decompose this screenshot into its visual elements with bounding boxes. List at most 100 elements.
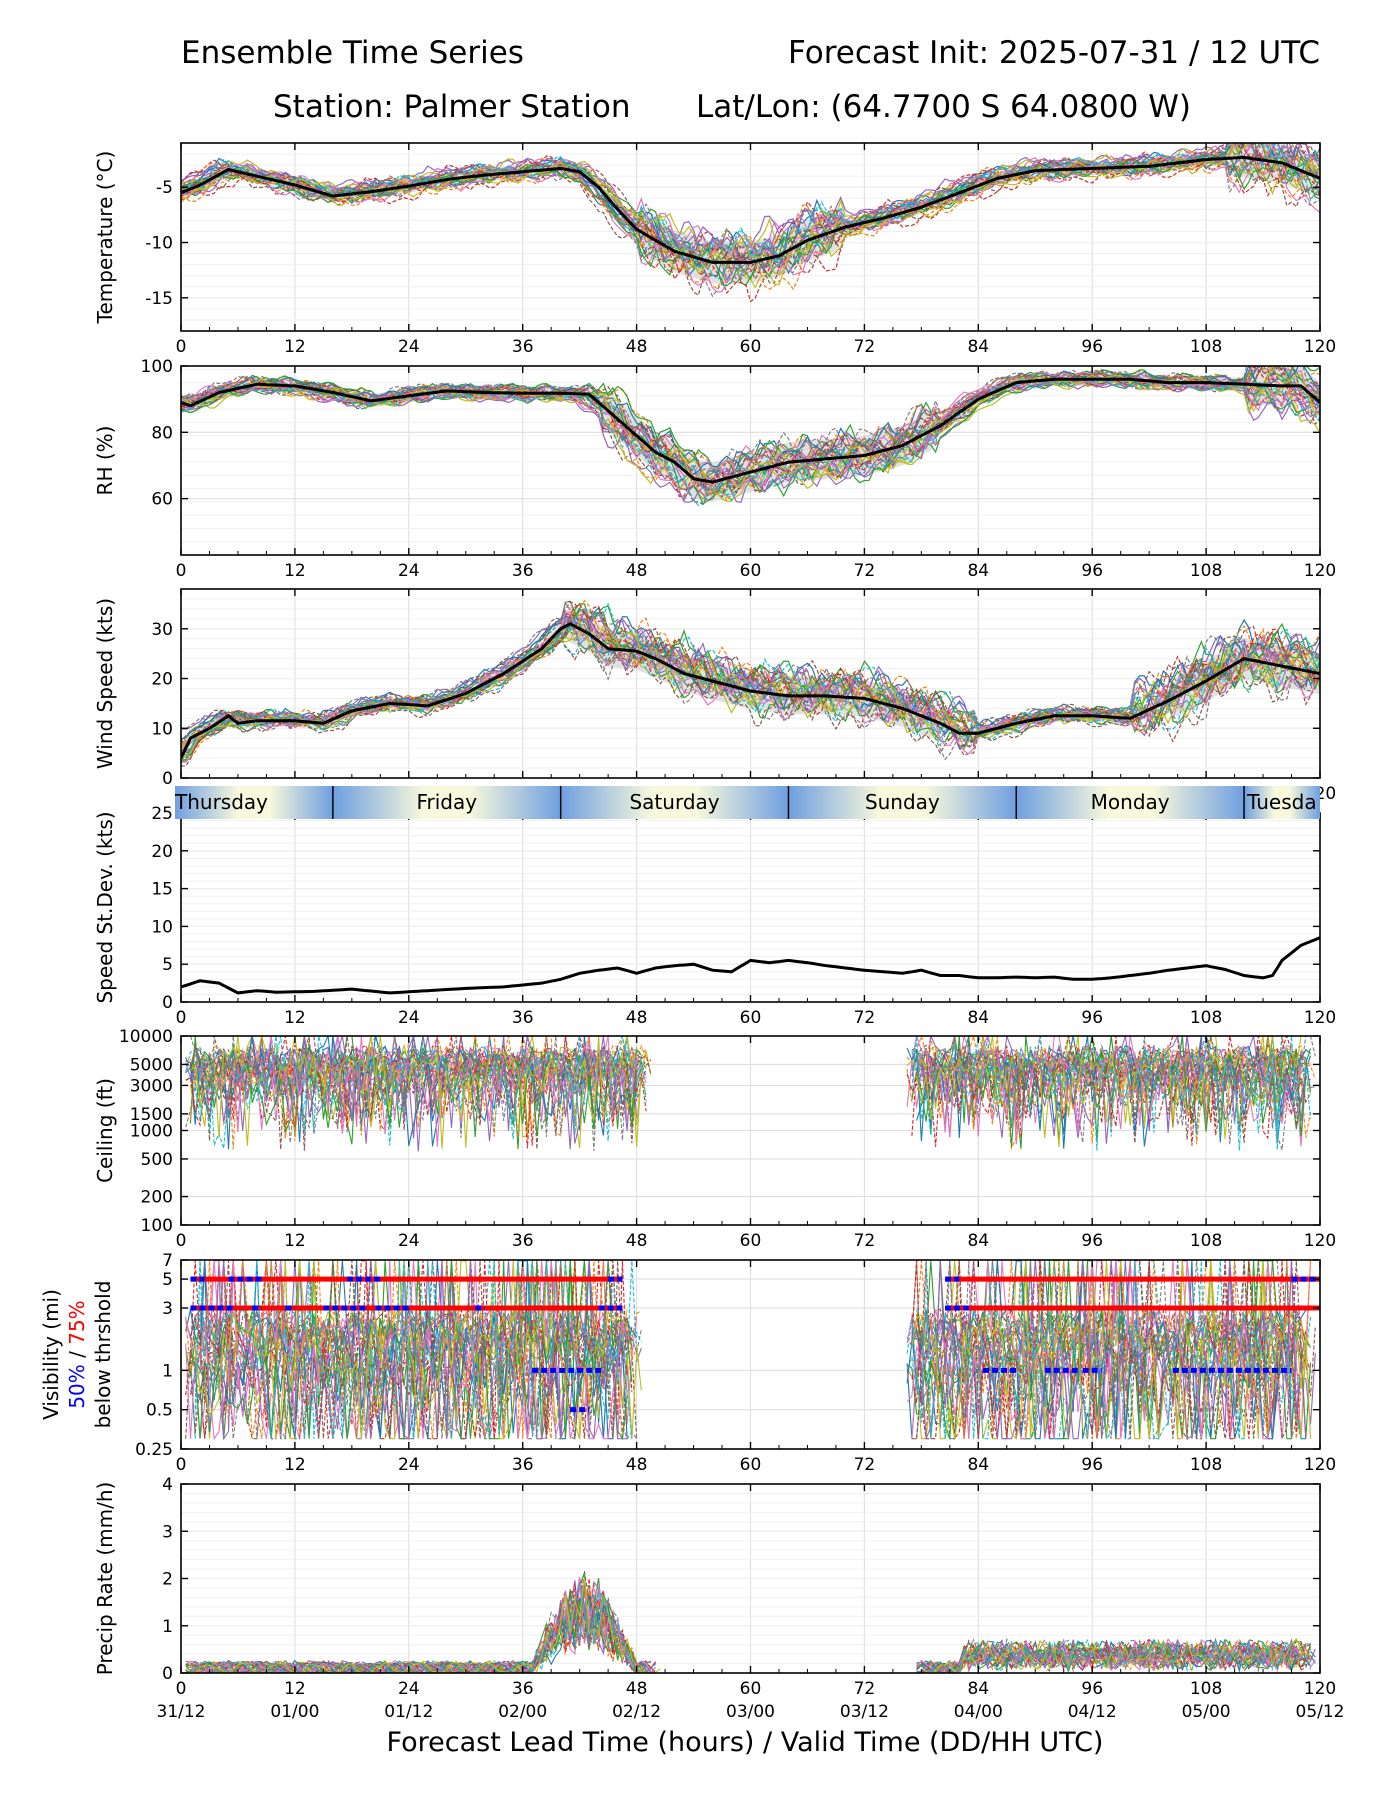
ensemble-member [185, 1260, 638, 1440]
ensemble-member [911, 1260, 1306, 1440]
y-tick-label: 10 [151, 917, 173, 937]
x-tick-label: 84 [967, 1008, 989, 1028]
x-tick-label: 96 [1081, 1231, 1103, 1251]
panel-wind_speed: 012243648607284961081200102030Wind Speed… [93, 588, 1336, 804]
ensemble-member [916, 1260, 1307, 1439]
x-tick-label: 60 [740, 337, 762, 357]
panel-ceiling: 0 12 24 36 48 60 72 84 96 108 120 100 200 500 10001500… [93, 1027, 1336, 1251]
ensemble-member [916, 1036, 1307, 1147]
ensemble-member [916, 1036, 1302, 1145]
ensemble-member [916, 1260, 1302, 1441]
ensemble-member [916, 1260, 1312, 1439]
label-75pct: 75% [65, 1300, 89, 1344]
y-tick-label: 0.25 [135, 1440, 173, 1460]
x-tick-label: 12 [284, 1679, 306, 1699]
label-50pct: 50% [65, 1364, 89, 1408]
y-axis-label: Precip Rate (mm/h) [93, 1482, 117, 1676]
x-tick-label: 48 [626, 337, 648, 357]
day-segment [1016, 786, 1245, 819]
ensemble-member [921, 1640, 1311, 1673]
y-tick-label: 7 [162, 1251, 173, 1271]
plot-area [181, 599, 1320, 767]
ensemble-member [911, 1260, 1307, 1440]
ensemble-member [194, 1260, 628, 1440]
x-tick-label: 72 [854, 1231, 876, 1251]
ensemble-member [911, 1036, 1311, 1151]
x-tick-label: 108 [1190, 1679, 1222, 1699]
day-bar: Thursday Friday Saturday Sunday Monday Tuesda [174, 786, 1320, 819]
ensemble-member [636, 1344, 642, 1391]
ensemble-member [194, 1036, 638, 1133]
x-tick-label: 120 [1304, 1455, 1336, 1475]
plot-area [185, 1260, 1320, 1441]
label-sep: / [65, 1345, 89, 1364]
ensemble-member [181, 143, 1320, 269]
x-tick-label: 84 [967, 1455, 989, 1475]
y-tick-label: 15 [151, 880, 173, 900]
ensemble-member [906, 1036, 1302, 1145]
plot-area [185, 1036, 1316, 1152]
day-segment [175, 786, 333, 819]
y-tick-label: -10 [145, 234, 173, 254]
x-tick-label: 36 [512, 337, 534, 357]
x-tick-label: 84 [967, 1679, 989, 1699]
x-tick-label: 48 [626, 1231, 648, 1251]
y-tick-label: 1000 [130, 1122, 173, 1142]
x-tick-label: 48 [626, 1679, 648, 1699]
x-tick-label: 0 [176, 1455, 187, 1475]
x-tick-label: 24 [398, 1679, 420, 1699]
x-tick-label: 72 [854, 1008, 876, 1028]
x-tick-label: 48 [626, 1455, 648, 1475]
ensemble-member [194, 1260, 633, 1439]
y-tick-label: 100 [141, 357, 173, 377]
x-tick-label: 0 [176, 337, 187, 357]
ensemble-mean-line [181, 936, 1320, 995]
plot-area [181, 143, 1320, 303]
y-tick-label: 60 [151, 490, 173, 510]
y-tick-label: 20 [151, 842, 173, 862]
x-tick-label: 0 [176, 1231, 187, 1251]
x-tick-label: 120 [1304, 337, 1336, 357]
y-tick-label: 1 [162, 1361, 173, 1381]
x-tick-label: 120 [1304, 1008, 1336, 1028]
ensemble-member [185, 1260, 628, 1439]
x-axis-label: Forecast Lead Time (hours) / Valid Time … [387, 1727, 1104, 1758]
ensemble-member [911, 1260, 1311, 1440]
y-tick-label: 2 [162, 1570, 173, 1590]
x-tick-label: 12 [284, 1008, 306, 1028]
y-tick-label: 10 [151, 719, 173, 739]
ensemble-member [916, 1260, 1302, 1439]
y-tick-label: 0 [162, 769, 173, 789]
ensemble-member [181, 143, 1320, 268]
ensemble-member [181, 376, 1320, 507]
valid-time-label: 01/00 [270, 1702, 319, 1722]
ensemble-member [916, 1036, 1311, 1140]
x-tick-label: 60 [740, 1231, 762, 1251]
valid-time-label: 31/12 [157, 1702, 206, 1722]
y-tick-label: 1500 [130, 1105, 173, 1125]
ensemble-member [194, 1036, 647, 1142]
valid-time-label: 05/00 [1182, 1702, 1231, 1722]
x-tick-label: 48 [626, 1008, 648, 1028]
ensemble-member [189, 1260, 638, 1440]
y-tick-label: 200 [141, 1188, 173, 1208]
x-tick-label: 48 [626, 561, 648, 581]
station-name: Station: Palmer Station [273, 89, 631, 125]
station-latlon: Lat/Lon: (64.7700 S 64.0800 W) [696, 89, 1191, 125]
ensemble-member [189, 1260, 642, 1440]
valid-time-label: 03/12 [840, 1702, 889, 1722]
ensemble-member [916, 1260, 1316, 1439]
y-tick-label: 25 [151, 804, 173, 824]
valid-time-label: 03/00 [726, 1702, 775, 1722]
ensemble-member [181, 160, 1320, 303]
y-axis-label: Speed St.Dev. (kts) [93, 811, 117, 1003]
day-label: Thursday [174, 790, 268, 814]
y-axis-label-sub: below thrshold [91, 1281, 115, 1429]
y-tick-label: 1 [162, 1617, 173, 1637]
valid-time-label: 02/12 [612, 1702, 661, 1722]
y-tick-label: 0.5 [146, 1401, 173, 1421]
y-axis-label: Visibility (mi) [39, 1289, 63, 1420]
ensemble-member [185, 1260, 628, 1441]
y-tick-label: 20 [151, 670, 173, 690]
